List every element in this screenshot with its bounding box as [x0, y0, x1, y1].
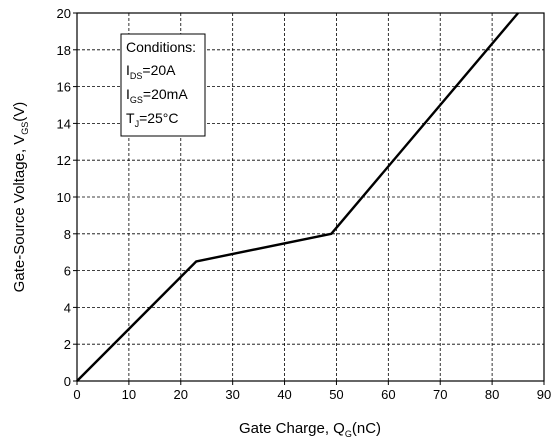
y-tick-label: 20 [57, 6, 71, 21]
y-axis-ticks: 0 2 4 6 8 10 12 14 16 18 20 [57, 6, 77, 389]
x-tick-label: 40 [277, 387, 291, 402]
condition-tj: TJ=25°C [126, 110, 179, 129]
x-tick-label: 70 [433, 387, 447, 402]
y-tick-label: 0 [64, 374, 71, 389]
x-tick-label: 10 [122, 387, 136, 402]
y-tick-label: 4 [64, 300, 71, 315]
y-tick-label: 14 [57, 116, 71, 131]
conditions-box-frame [120, 33, 206, 137]
x-axis-title: Gate Charge, QG(nC) [239, 420, 381, 439]
x-tick-label: 60 [381, 387, 395, 402]
y-tick-label: 16 [57, 80, 71, 95]
x-axis-ticks: 0 10 20 30 40 50 60 70 80 90 [73, 381, 551, 402]
condition-ids: IDS=20A [126, 62, 176, 81]
series-line [76, 12, 520, 382]
y-axis-title: Gate-Source Voltage, VGS(V) [11, 102, 30, 293]
x-tick-label: 30 [225, 387, 239, 402]
condition-igs: IGS=20mA [126, 86, 188, 105]
conditions-box: Conditions: IDS=20A IGS=20mA TJ=25°C [120, 33, 206, 137]
y-tick-label: 8 [64, 227, 71, 242]
x-tick-label: 0 [73, 387, 80, 402]
conditions-title: Conditions: [126, 39, 196, 55]
y-tick-label: 18 [57, 43, 71, 58]
y-tick-label: 10 [57, 190, 71, 205]
plot-frame [76, 12, 545, 382]
x-tick-label: 90 [537, 387, 551, 402]
x-tick-label: 80 [485, 387, 499, 402]
x-tick-label: 20 [174, 387, 188, 402]
y-tick-label: 6 [64, 264, 71, 279]
x-tick-label: 50 [329, 387, 343, 402]
y-tick-label: 12 [57, 153, 71, 168]
y-tick-label: 2 [64, 337, 71, 352]
